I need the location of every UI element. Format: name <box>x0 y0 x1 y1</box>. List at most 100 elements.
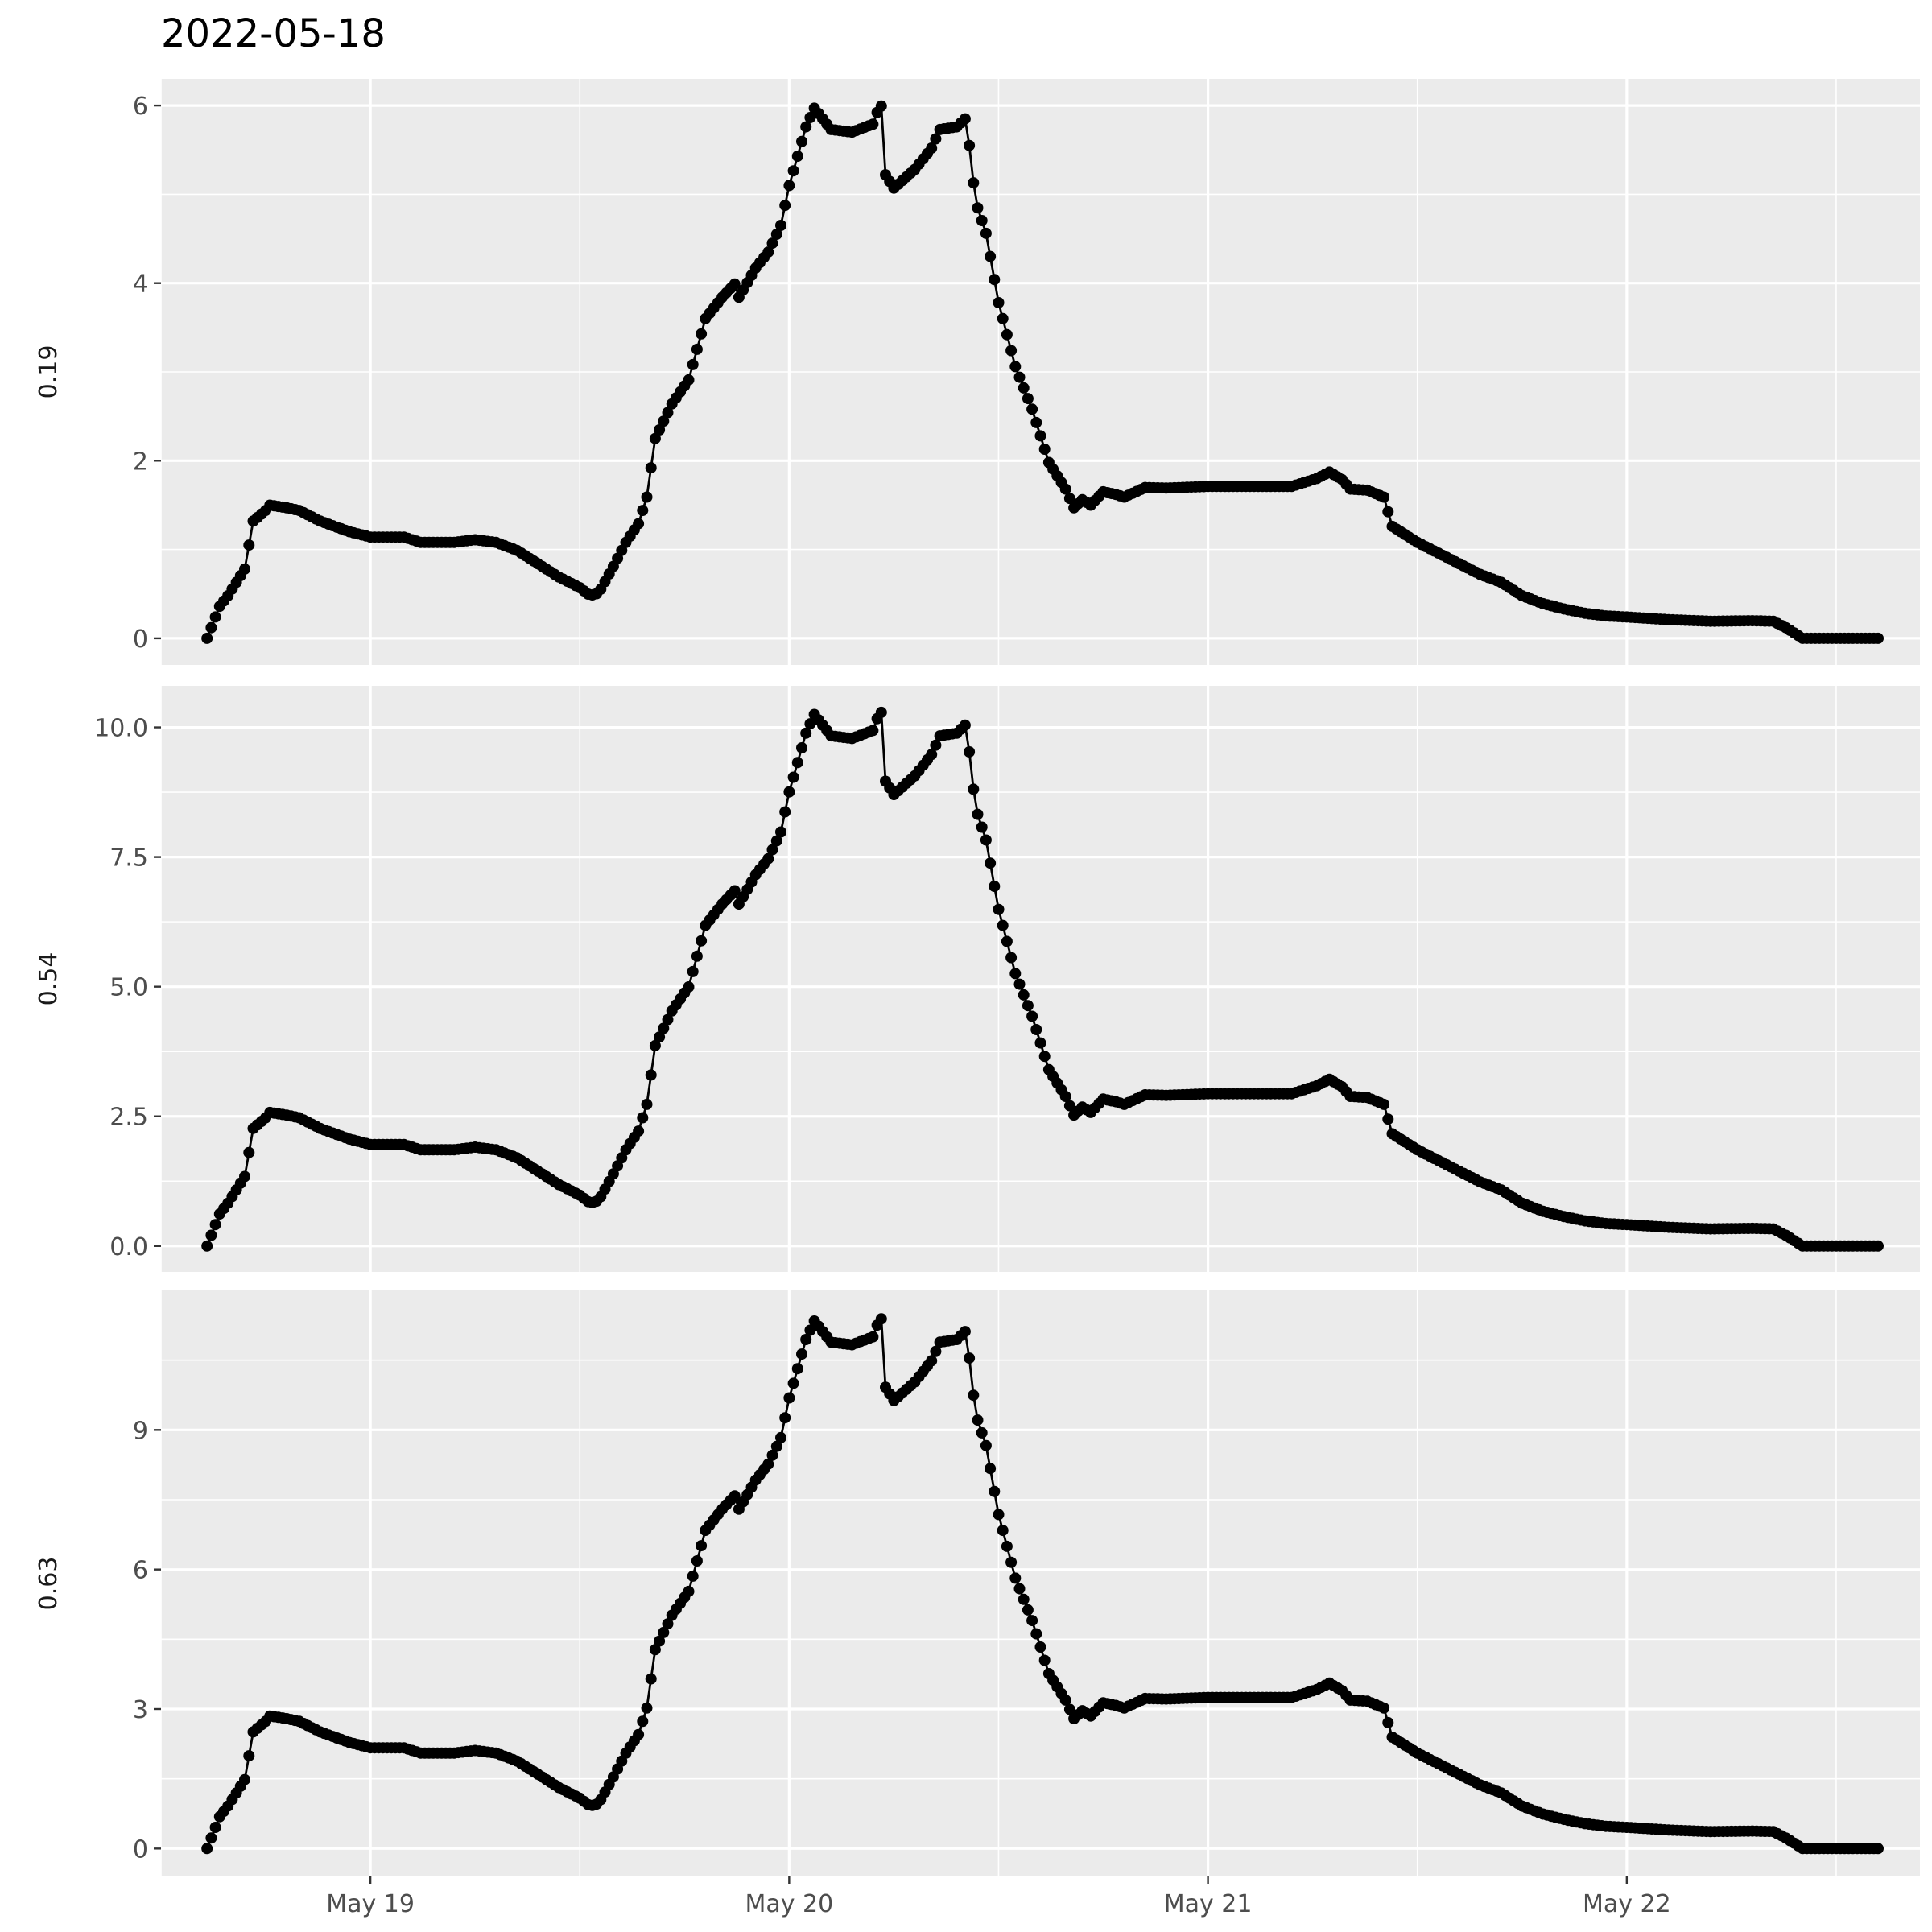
data-point <box>985 250 997 262</box>
x-tick-label: May 20 <box>745 1890 833 1918</box>
data-point <box>787 1377 799 1389</box>
data-point <box>1872 1843 1884 1855</box>
data-point <box>804 1324 816 1336</box>
data-point <box>633 1728 645 1740</box>
data-point <box>1022 1604 1034 1616</box>
data-point <box>1018 382 1030 394</box>
data-point <box>243 539 255 551</box>
panels: 0 2 4 6 0.19 0.0 2.5 5.0 7.5 10.0 0.54 0 3 6 9 0.63 <box>35 79 1920 1876</box>
data-point <box>1030 1628 1042 1640</box>
data-point <box>875 100 887 112</box>
data-point <box>980 1439 992 1451</box>
data-point <box>980 834 992 846</box>
facet-label: 0.19 <box>35 345 63 399</box>
data-point <box>683 981 695 993</box>
series-points <box>201 706 1884 1252</box>
data-point <box>766 844 778 856</box>
data-point <box>993 1509 1005 1521</box>
data-point <box>985 857 997 869</box>
data-point <box>926 142 938 154</box>
data-point <box>791 151 803 162</box>
data-point <box>645 1673 657 1685</box>
series-points <box>201 100 1884 644</box>
data-point <box>687 1570 699 1582</box>
data-point <box>985 1463 997 1475</box>
data-point <box>243 1750 255 1762</box>
data-point <box>691 1555 703 1567</box>
chart-title: 2022-05-18 <box>161 11 386 56</box>
y-tick-label: 0 <box>133 625 148 654</box>
data-point <box>964 1352 976 1364</box>
data-point <box>968 177 980 189</box>
data-point <box>762 246 774 258</box>
data-point <box>1378 1098 1390 1110</box>
data-point <box>770 229 782 240</box>
data-point <box>972 202 984 214</box>
data-point <box>779 200 791 212</box>
data-point <box>796 135 807 147</box>
data-point <box>201 632 213 644</box>
data-point <box>989 881 1001 892</box>
data-point <box>1038 444 1051 455</box>
data-point <box>691 343 703 355</box>
data-point <box>1038 1654 1051 1666</box>
panel-2: 0.0 2.5 5.0 7.5 10.0 0.54 <box>35 686 1920 1272</box>
data-point <box>1009 361 1022 373</box>
data-point <box>1034 430 1046 442</box>
data-point <box>964 746 976 758</box>
data-point <box>641 1702 653 1714</box>
y-tick-label: 4 <box>133 270 148 299</box>
data-point <box>658 1022 670 1034</box>
data-point <box>641 1098 653 1110</box>
data-point <box>804 112 816 123</box>
data-point <box>959 719 971 731</box>
data-point <box>770 1440 782 1452</box>
panel-background <box>161 1290 1920 1876</box>
y-tick-label: 3 <box>133 1696 148 1724</box>
data-point <box>696 935 708 947</box>
data-point <box>997 312 1009 324</box>
data-point <box>1038 1051 1051 1063</box>
x-axis: May 19 May 20 May 21 May 22 <box>326 1876 1671 1918</box>
y-tick-label: 0.0 <box>109 1233 148 1261</box>
data-point <box>201 1240 213 1252</box>
panel-background <box>161 686 1920 1272</box>
data-point <box>687 358 699 370</box>
y-tick-label: 2 <box>133 448 148 476</box>
data-point <box>875 1313 887 1325</box>
data-point <box>796 1348 807 1360</box>
data-point <box>762 1458 774 1470</box>
data-point <box>867 724 879 737</box>
data-point <box>968 783 980 795</box>
data-point <box>1034 1037 1046 1049</box>
data-point <box>1022 393 1034 405</box>
data-point <box>959 113 971 125</box>
data-point <box>766 237 778 250</box>
data-point <box>972 808 984 820</box>
x-tick-label: May 22 <box>1583 1890 1671 1918</box>
data-point <box>783 786 795 798</box>
y-tick-label: 2.5 <box>109 1104 148 1132</box>
data-point <box>800 1334 812 1345</box>
data-point <box>658 415 670 427</box>
data-point <box>783 180 795 192</box>
data-point <box>1026 1615 1038 1627</box>
data-point <box>1026 403 1038 415</box>
data-point <box>649 432 661 444</box>
data-point <box>1872 1240 1884 1252</box>
data-point <box>1378 491 1390 503</box>
y-tick-label: 5.0 <box>109 974 148 1002</box>
data-point <box>1001 935 1013 947</box>
data-point <box>687 965 699 977</box>
data-point <box>1013 1583 1026 1595</box>
data-point <box>959 1326 971 1338</box>
y-tick-label: 0 <box>133 1835 148 1864</box>
data-point <box>787 165 799 177</box>
data-point <box>654 1031 666 1043</box>
data-point <box>993 297 1005 308</box>
facet-label: 0.54 <box>35 952 63 1006</box>
data-point <box>1018 1593 1030 1605</box>
data-point <box>1018 989 1030 1001</box>
data-point <box>800 121 812 133</box>
data-point <box>1022 1000 1034 1012</box>
